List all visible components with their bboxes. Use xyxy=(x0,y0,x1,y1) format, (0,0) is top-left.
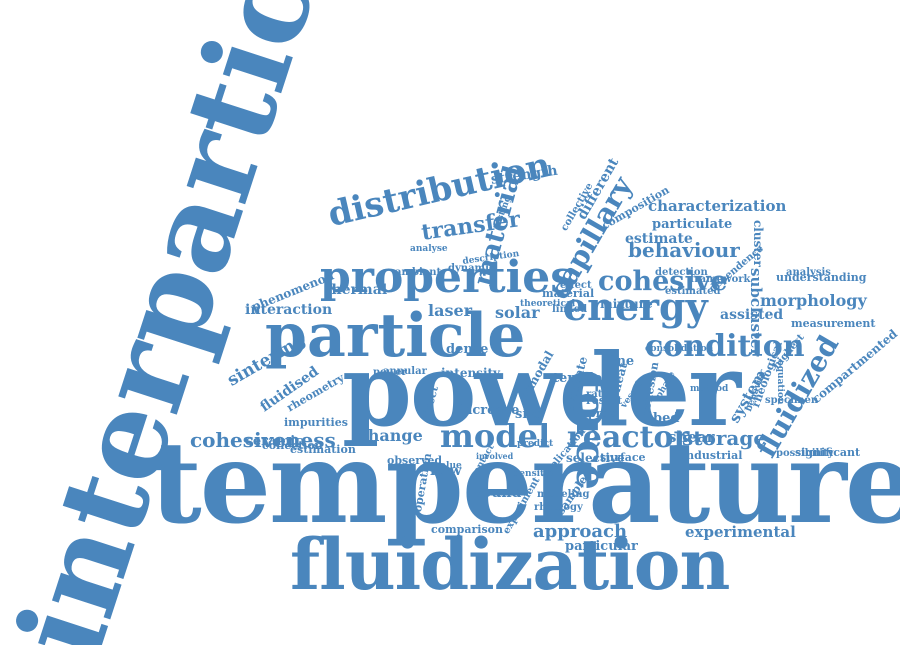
word-ambient: ambient xyxy=(395,267,442,278)
word-assisted: assisted xyxy=(720,307,784,323)
word-material-small: material xyxy=(542,287,595,300)
word-dynamic: dynamic xyxy=(448,263,496,274)
word-flow: flow xyxy=(430,463,462,479)
word-storage: storage xyxy=(682,426,767,450)
word-effect: effect xyxy=(560,280,592,291)
word-industrial: industrial xyxy=(682,449,743,462)
word-predict: predict xyxy=(517,439,554,449)
word-interaction: interaction xyxy=(245,302,333,318)
word-analyse: analyse xyxy=(410,244,448,254)
word-theoretical: theoretical xyxy=(520,299,576,309)
word-characterization: characterization xyxy=(648,197,787,215)
word-method: method xyxy=(690,384,729,394)
word-cohesiveness: cohesiveness xyxy=(190,428,336,452)
word-collection: collection xyxy=(262,439,323,452)
word-impurities: impurities xyxy=(284,416,348,429)
word-particulate: particulate xyxy=(652,217,733,232)
word-shear: shear xyxy=(668,428,715,446)
word-intensity: intensity xyxy=(441,366,501,380)
word-morphology: morphology xyxy=(760,291,867,310)
word-condition: condition xyxy=(645,329,805,364)
word-estimation: estimation xyxy=(290,443,356,456)
word-value: value xyxy=(435,461,462,471)
word-selective: selective xyxy=(566,451,625,465)
word-understanding: understanding xyxy=(776,271,867,284)
word-bed: bed xyxy=(653,411,680,426)
word-size: size xyxy=(515,407,543,422)
word-estimate: estimate xyxy=(625,231,693,247)
word-involved: involved xyxy=(476,451,514,461)
word-experimental: experimental xyxy=(685,523,796,541)
word-laser: laser xyxy=(428,301,473,320)
word-change: change xyxy=(358,426,423,445)
word-framework: framework xyxy=(690,274,751,285)
word-analysis: analysis xyxy=(786,267,831,278)
word-ceramic: ceramic xyxy=(245,434,304,449)
word-cohesive: cohesive xyxy=(598,266,728,297)
word-properties: properties xyxy=(320,252,576,303)
word-detection: detection xyxy=(655,267,708,278)
word-mixture: mixture xyxy=(600,297,653,311)
word-rheology: rheology xyxy=(534,502,583,513)
word-behaviour: behaviour xyxy=(628,238,740,262)
word-result: result xyxy=(586,394,623,407)
word-powder: powder xyxy=(342,331,741,449)
word-increase: increase xyxy=(458,403,520,418)
word-comparison: comparison xyxy=(431,523,503,536)
word-energy: energy xyxy=(563,284,708,329)
word-solar: solar xyxy=(495,303,540,322)
word-model: model xyxy=(440,417,551,455)
word-estimated: estimated xyxy=(665,286,721,297)
word-density: density xyxy=(513,469,550,479)
word-possibility: possibility xyxy=(776,448,834,459)
word-significant: significant xyxy=(795,446,861,459)
word-rate: rate xyxy=(586,389,609,400)
word-sound: sound xyxy=(474,485,522,501)
word-temperature: temperature xyxy=(150,418,900,549)
word-fine: fine xyxy=(607,354,635,369)
word-thermal: thermal xyxy=(325,282,388,298)
word-particle: particle xyxy=(265,301,526,371)
word-proc: proc xyxy=(588,407,616,420)
word-tensile: tensile xyxy=(553,371,603,386)
word-dense: dense xyxy=(446,342,489,357)
word-linked: linked xyxy=(552,304,588,315)
word-power: power xyxy=(373,367,407,378)
word-measurement: measurement xyxy=(791,317,876,330)
word-fluidization: fluidization xyxy=(290,523,730,606)
word-annular: annular xyxy=(383,366,427,377)
word-particular: particular xyxy=(565,539,638,554)
word-observed: observed xyxy=(387,454,443,467)
word-consolidation: consolidation xyxy=(645,344,714,354)
word-surface: surface xyxy=(600,451,646,464)
word-reactor: reactor xyxy=(567,420,690,455)
word-specimen: specimen xyxy=(765,395,819,406)
word-approach: approach xyxy=(533,521,628,542)
word-modeling: modeling xyxy=(537,489,590,500)
